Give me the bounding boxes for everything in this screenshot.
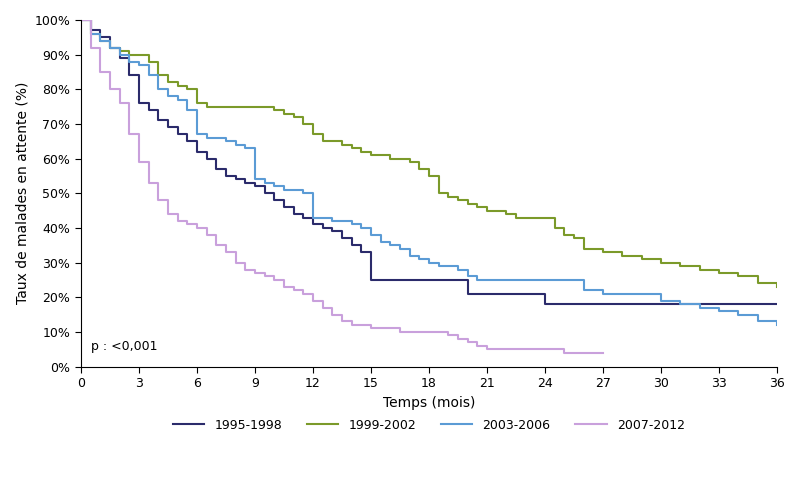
2007-2012 bbox=[202, 232, 211, 238]
2007-2012 bbox=[434, 329, 443, 335]
2003-2006 bbox=[772, 322, 782, 328]
2007-2012 bbox=[598, 350, 608, 356]
1999-2002 bbox=[618, 252, 627, 258]
Text: p : <0,001: p : <0,001 bbox=[90, 340, 157, 352]
2003-2006 bbox=[598, 291, 608, 297]
2007-2012 bbox=[327, 312, 337, 318]
2007-2012 bbox=[289, 288, 298, 294]
2007-2012 bbox=[144, 180, 154, 186]
2007-2012 bbox=[76, 17, 86, 23]
2003-2006 bbox=[734, 312, 743, 318]
2007-2012 bbox=[260, 274, 270, 280]
2007-2012 bbox=[182, 222, 192, 228]
2007-2012 bbox=[405, 329, 414, 335]
2007-2012 bbox=[279, 284, 289, 290]
2007-2012 bbox=[250, 270, 260, 276]
2007-2012 bbox=[124, 132, 134, 138]
2003-2006 bbox=[482, 277, 492, 283]
2007-2012 bbox=[114, 100, 124, 106]
2007-2012 bbox=[521, 346, 530, 352]
1995-1998 bbox=[211, 166, 221, 172]
Line: 2007-2012: 2007-2012 bbox=[81, 20, 603, 352]
1999-2002 bbox=[211, 104, 221, 110]
Line: 1999-2002: 1999-2002 bbox=[81, 20, 777, 287]
1995-1998 bbox=[772, 301, 782, 307]
1995-1998 bbox=[366, 277, 376, 283]
2007-2012 bbox=[241, 266, 250, 272]
2007-2012 bbox=[211, 242, 221, 248]
X-axis label: Temps (mois): Temps (mois) bbox=[382, 396, 475, 409]
1999-2002 bbox=[443, 194, 453, 200]
Line: 2003-2006: 2003-2006 bbox=[81, 20, 777, 325]
Line: 1995-1998: 1995-1998 bbox=[81, 20, 777, 304]
2007-2012 bbox=[453, 336, 462, 342]
1995-1998 bbox=[76, 17, 86, 23]
2007-2012 bbox=[347, 322, 357, 328]
2007-2012 bbox=[540, 346, 550, 352]
2007-2012 bbox=[270, 277, 279, 283]
1999-2002 bbox=[76, 17, 86, 23]
2007-2012 bbox=[154, 197, 163, 203]
2007-2012 bbox=[86, 44, 95, 51]
2007-2012 bbox=[337, 318, 346, 324]
1995-1998 bbox=[579, 301, 589, 307]
1995-1998 bbox=[376, 277, 386, 283]
2007-2012 bbox=[163, 211, 173, 217]
2007-2012 bbox=[502, 346, 511, 352]
1995-1998 bbox=[540, 301, 550, 307]
2007-2012 bbox=[395, 329, 405, 335]
1999-2002 bbox=[405, 159, 414, 165]
2007-2012 bbox=[298, 291, 308, 297]
2007-2012 bbox=[424, 329, 434, 335]
2007-2012 bbox=[376, 326, 386, 332]
2007-2012 bbox=[318, 304, 327, 310]
2007-2012 bbox=[443, 332, 453, 338]
2007-2012 bbox=[105, 86, 114, 92]
Y-axis label: Taux de malades en attente (%): Taux de malades en attente (%) bbox=[15, 82, 29, 304]
2007-2012 bbox=[221, 249, 230, 255]
2007-2012 bbox=[559, 350, 569, 356]
2007-2012 bbox=[230, 260, 240, 266]
2007-2012 bbox=[463, 340, 473, 345]
1999-2002 bbox=[279, 110, 289, 116]
2003-2006 bbox=[211, 135, 221, 141]
2007-2012 bbox=[357, 322, 366, 328]
1995-1998 bbox=[463, 291, 473, 297]
2007-2012 bbox=[366, 326, 376, 332]
2007-2012 bbox=[473, 343, 482, 349]
2007-2012 bbox=[173, 218, 182, 224]
1995-1998 bbox=[395, 277, 405, 283]
2003-2006 bbox=[202, 135, 211, 141]
2007-2012 bbox=[95, 69, 105, 75]
2003-2006 bbox=[76, 17, 86, 23]
2007-2012 bbox=[482, 346, 492, 352]
Legend: 1995-1998, 1999-2002, 2003-2006, 2007-2012: 1995-1998, 1999-2002, 2003-2006, 2007-20… bbox=[168, 414, 690, 436]
2007-2012 bbox=[386, 326, 395, 332]
2007-2012 bbox=[192, 225, 202, 231]
2007-2012 bbox=[308, 298, 318, 304]
1999-2002 bbox=[192, 100, 202, 106]
2007-2012 bbox=[579, 350, 589, 356]
2003-2006 bbox=[443, 263, 453, 269]
2007-2012 bbox=[134, 159, 144, 165]
1999-2002 bbox=[772, 284, 782, 290]
